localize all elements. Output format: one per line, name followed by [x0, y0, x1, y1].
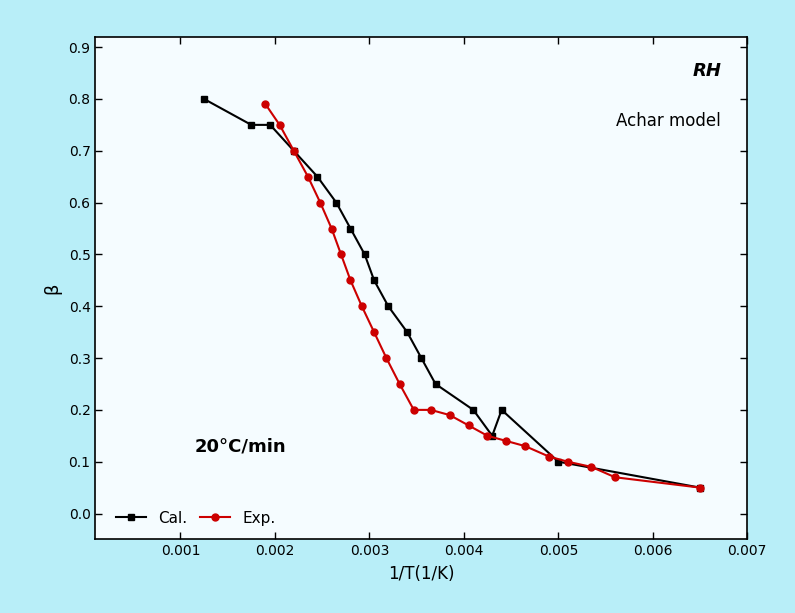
- Exp.: [327, 225, 336, 232]
- Exp.: [370, 329, 379, 336]
- Cal.: [417, 354, 426, 362]
- Exp.: [483, 432, 492, 440]
- Cal.: [266, 121, 275, 129]
- Text: 20°C/min: 20°C/min: [195, 437, 286, 455]
- Text: Achar model: Achar model: [616, 112, 721, 130]
- Exp.: [463, 422, 473, 429]
- Exp.: [563, 458, 572, 465]
- Cal.: [346, 225, 355, 232]
- Exp.: [521, 443, 530, 450]
- Exp.: [275, 121, 285, 129]
- Exp.: [261, 101, 270, 108]
- Cal.: [696, 484, 705, 491]
- Exp.: [544, 453, 553, 460]
- Exp.: [382, 354, 391, 362]
- Exp.: [357, 303, 366, 310]
- Exp.: [303, 173, 312, 180]
- Cal.: [553, 458, 563, 465]
- Cal.: [402, 329, 412, 336]
- Exp.: [346, 276, 355, 284]
- Cal.: [370, 276, 379, 284]
- Exp.: [445, 411, 455, 419]
- Exp.: [316, 199, 325, 207]
- Cal.: [468, 406, 478, 414]
- Cal.: [289, 147, 299, 154]
- Cal.: [487, 432, 497, 440]
- Cal.: [360, 251, 370, 258]
- Exp.: [336, 251, 346, 258]
- Cal.: [332, 199, 341, 207]
- Y-axis label: β: β: [44, 283, 61, 294]
- Cal.: [200, 95, 209, 102]
- Exp.: [696, 484, 705, 491]
- Exp.: [502, 437, 511, 444]
- Exp.: [409, 406, 418, 414]
- Text: RH: RH: [692, 62, 721, 80]
- Cal.: [246, 121, 256, 129]
- Cal.: [431, 380, 440, 387]
- Line: Exp.: Exp.: [262, 101, 704, 491]
- Cal.: [497, 406, 506, 414]
- Cal.: [312, 173, 322, 180]
- Exp.: [289, 147, 299, 154]
- Line: Cal.: Cal.: [200, 96, 704, 491]
- Exp.: [611, 474, 620, 481]
- Legend: Cal., Exp.: Cal., Exp.: [110, 504, 282, 532]
- Exp.: [426, 406, 436, 414]
- X-axis label: 1/T(1/K): 1/T(1/K): [388, 565, 455, 583]
- Cal.: [383, 303, 393, 310]
- Exp.: [587, 463, 596, 471]
- Exp.: [395, 380, 405, 387]
